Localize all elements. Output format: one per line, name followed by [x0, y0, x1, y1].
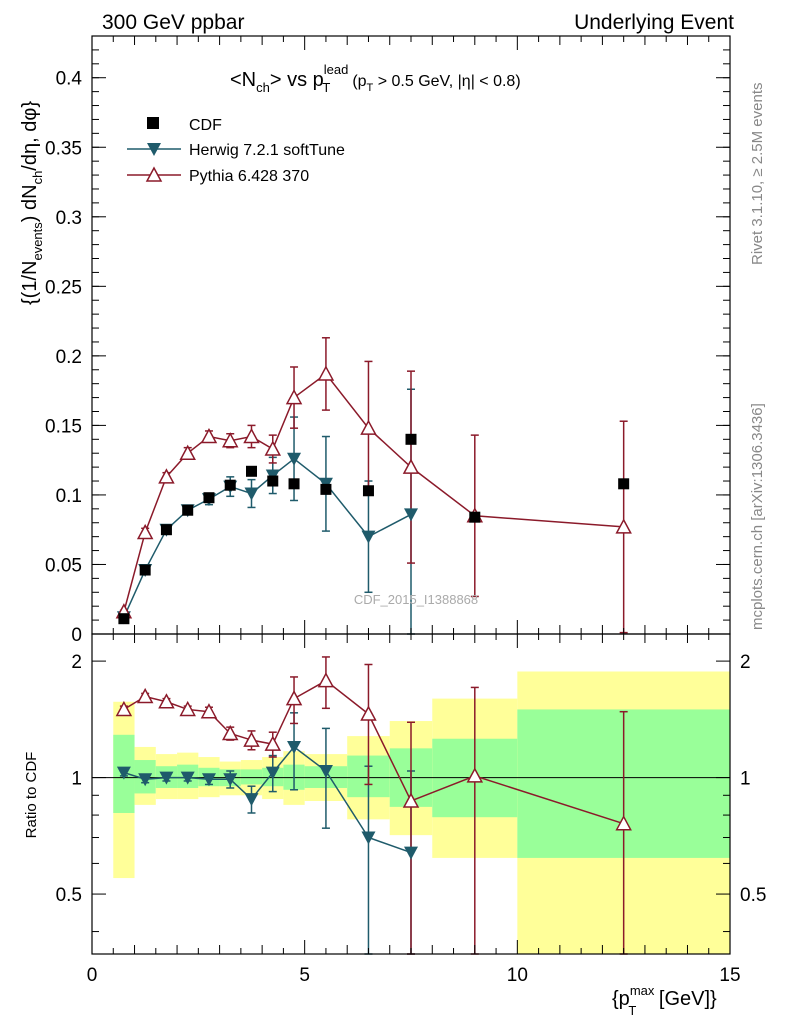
ratio-xtick-label: 0 [87, 965, 98, 986]
pythia-ratio-point [402, 792, 420, 808]
main-ylabel: {(1/Nevents) dNch/dη, dφ} [19, 101, 45, 305]
pythia-main-point [200, 427, 218, 444]
ratio-band-inner [240, 769, 263, 785]
cdf-main-point [405, 433, 417, 445]
watermark: CDF_2015_I1388868 [354, 592, 478, 607]
cdf-main-point [224, 479, 236, 491]
main-ytick-label: 0.15 [45, 416, 82, 437]
header-right: Underlying Event [574, 11, 734, 34]
herwig-ratio-point [223, 773, 238, 787]
legend-label-herwig: Herwig 7.2.1 softTune [189, 142, 345, 159]
herwig-main-point [244, 487, 259, 501]
cdf-main-point [203, 492, 215, 504]
cdf-main-point [139, 564, 151, 576]
main-ytick-label: 0.25 [45, 277, 82, 298]
header-left: 300 GeV ppbar [102, 11, 244, 34]
pythia-ratio-point [158, 693, 175, 709]
main-ytick-label: 0.2 [56, 347, 82, 368]
pythia-main-point [221, 432, 239, 448]
pythia-ratio-point [221, 724, 239, 741]
main-ytick-label: 0.1 [56, 486, 82, 507]
herwig-ratio-point [138, 773, 153, 787]
legend-marker-cdf [147, 117, 159, 129]
pythia-ratio-point [466, 767, 484, 783]
cdf-main-point [362, 485, 374, 497]
pythia-ratio-point [136, 687, 154, 704]
pythia-ratio-point [179, 700, 196, 717]
pythia-ratio-point [243, 731, 260, 747]
cdf-main-point [288, 478, 300, 490]
main-ytick-label: 0.4 [56, 69, 83, 90]
herwig-main-point [361, 530, 376, 544]
cdf-main-point [267, 475, 279, 487]
pythia-main-point [360, 419, 377, 435]
ratio-xtick-label: 15 [719, 965, 740, 986]
cdf-main-point [320, 483, 332, 495]
main-ytick-label: 0 [71, 625, 82, 646]
side-label-bottom: mcplots.cern.ch [arXiv:1306.3436] [749, 403, 766, 630]
herwig-ratio-point [116, 766, 131, 780]
herwig-ratio-point [180, 771, 195, 785]
ratio-xtick-label: 5 [299, 965, 310, 986]
herwig-main-point [287, 452, 302, 466]
herwig-ratio-point [265, 766, 280, 780]
ratio-ytick-label: 2 [71, 652, 82, 673]
pythia-ratio-point [115, 700, 133, 717]
herwig-ratio-point [287, 740, 302, 754]
cdf-main-point [469, 511, 481, 523]
herwig-main-point [404, 508, 418, 522]
legend-label-cdf: CDF [189, 117, 222, 134]
ratio-ytick-label: 1 [71, 769, 82, 790]
pythia-main-point [158, 468, 175, 484]
ratio-ytick-label: 0.5 [56, 885, 82, 906]
herwig-ratio-point [201, 773, 216, 787]
legend-marker-pythia [145, 166, 163, 182]
main-ytick-label: 0.35 [45, 138, 82, 159]
ratio-xtick-label: 10 [507, 965, 528, 986]
main-panel: 0 0.05 0.1 0.15 0.2 0.25 0.3 0.35 0.4 CDF_2015_I… [19, 35, 731, 646]
pythia-main-point [136, 523, 154, 540]
pythia-ratio-point [615, 815, 632, 831]
pythia-ratio-point [360, 705, 377, 721]
herwig-main-line [123, 457, 412, 618]
cdf-main-point [160, 524, 172, 536]
ratio-panel: 0 5 10 15 0.5 0.5 1 1 2 2 Ratio to CDF {pmax T [Ge… [23, 633, 766, 1018]
herwig-ratio-point [244, 793, 259, 807]
main-ytick-label: 0.05 [45, 555, 82, 576]
cdf-main-point [618, 478, 630, 490]
legend-label-pythia: Pythia 6.428 370 [189, 168, 309, 185]
cdf-main-point [182, 504, 194, 516]
legend-marker-herwig [147, 143, 161, 156]
pythia-ratio-point [200, 703, 218, 719]
chart-title: <Nch> vs plead T (pT > 0.5 GeV, |η| < 0.8) [230, 62, 521, 95]
herwig-ratio-point [159, 771, 174, 785]
pythia-main-point [402, 458, 420, 474]
pythia-main-point [615, 518, 632, 534]
pythia-ratio-point [317, 672, 335, 688]
main-ytick-label: 0.3 [56, 208, 82, 229]
herwig-ratio-point [404, 846, 418, 860]
herwig-ratio-point [361, 831, 376, 845]
legend: CDF Herwig 7.2.1 softTune Pythia 6.428 3… [127, 117, 345, 185]
main-axis-ticks: 0 0.05 0.1 0.15 0.2 0.25 0.3 0.35 0.4 [45, 36, 731, 646]
side-label-top: Rivet 3.1.10, ≥ 2.5M events [749, 83, 766, 266]
herwig-ratio-point [318, 764, 333, 778]
ratio-ytick-label-right: 1 [740, 769, 751, 790]
ratio-ytick-label-right: 0.5 [740, 885, 766, 906]
cdf-main-point [118, 613, 130, 625]
ratio-axis-ticks: 0 5 10 15 0.5 0.5 1 1 2 2 [56, 634, 766, 986]
pythia-main-point [285, 388, 303, 405]
pythia-main-point [243, 427, 260, 444]
ratio-xlabel: {pmax T [GeV]} [612, 983, 717, 1018]
cdf-main-point [246, 465, 257, 477]
ratio-ylabel: Ratio to CDF [23, 752, 40, 839]
pythia-main-point [317, 365, 335, 381]
pythia-ratio-point [285, 690, 303, 706]
ratio-ytick-label-right: 2 [740, 652, 751, 673]
pythia-main-point [264, 440, 282, 456]
pythia-main-point [179, 444, 196, 460]
pythia-ratio-point [264, 735, 282, 751]
